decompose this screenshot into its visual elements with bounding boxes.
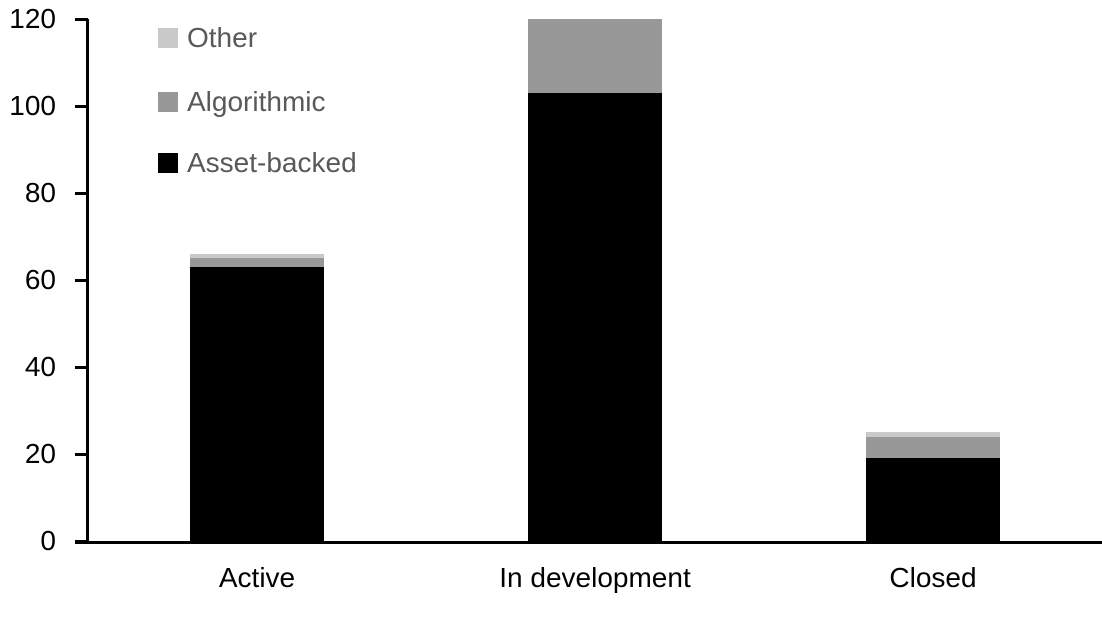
legend-item-asset-backed: Asset-backed <box>158 147 357 178</box>
legend-item-other: Other <box>158 22 258 53</box>
y-axis-tick-label-120: 120 <box>9 3 56 34</box>
y-axis-tick-mark-100 <box>75 105 88 108</box>
y-axis-tick-label-0: 0 <box>40 525 56 556</box>
y-axis-tick-label-20: 20 <box>24 438 56 469</box>
y-axis-tick-mark-0 <box>75 540 88 543</box>
legend-marker-algorithmic <box>158 92 178 112</box>
bar-segment-active-other <box>190 253 324 259</box>
y-axis-tick-label-40: 40 <box>24 351 56 382</box>
legend-label-asset-backed: Asset-backed <box>187 147 357 178</box>
y-axis-tick-mark-60 <box>75 279 88 282</box>
legend-label-other: Other <box>187 22 258 53</box>
y-axis-tick-label-80: 80 <box>24 177 56 208</box>
bar-segment-closed-algorithmic <box>866 436 1000 459</box>
x-axis-category-label-in-development: In development <box>499 562 691 593</box>
y-axis-tick-mark-40 <box>75 366 88 369</box>
y-axis-tick-mark-20 <box>75 453 88 456</box>
bar-segment-active-algorithmic <box>190 258 324 267</box>
y-axis-tick-mark-80 <box>75 192 88 195</box>
legend-label-algorithmic: Algorithmic <box>187 86 326 117</box>
legend-marker-other <box>158 28 178 48</box>
legend-marker-asset-backed <box>158 153 178 173</box>
bar-segment-in-development-asset-backed <box>528 92 662 541</box>
y-axis-tick-label-60: 60 <box>24 264 56 295</box>
y-axis-tick-mark-120 <box>75 18 88 21</box>
x-axis-category-label-closed: Closed <box>889 562 977 593</box>
legend-item-algorithmic: Algorithmic <box>158 86 326 117</box>
bar-segment-in-development-algorithmic <box>528 19 662 93</box>
x-axis-line <box>75 541 1102 544</box>
bar-segment-closed-other <box>866 432 1000 437</box>
bar-segment-closed-asset-backed <box>866 458 1000 541</box>
bar-segment-active-asset-backed <box>190 266 324 541</box>
y-axis-tick-label-100: 100 <box>9 90 56 121</box>
x-axis-category-label-active: Active <box>218 562 296 593</box>
